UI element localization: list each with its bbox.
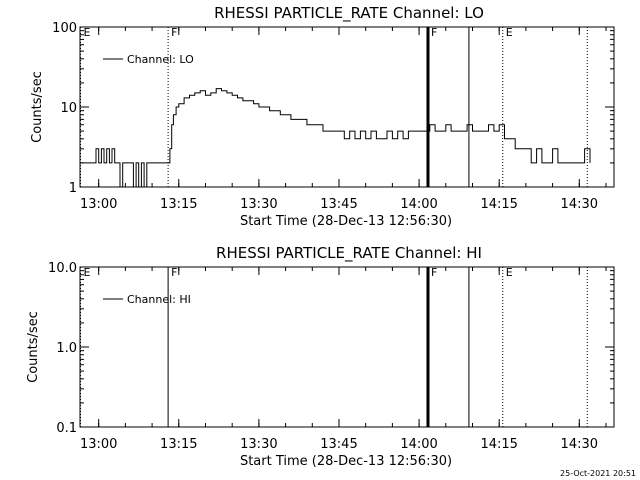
x-ticks: 13:00 13:15 13:30 13:45 14:00 14:15 14:30 <box>80 27 607 212</box>
marker-label: E <box>506 266 513 279</box>
x-tick-label: 13:15 <box>160 437 197 452</box>
x-tick-label: 14:30 <box>561 437 598 452</box>
y-tick-label: 1 <box>69 181 77 196</box>
y-tick-label: 100 <box>52 21 77 36</box>
marker-label: E <box>506 26 513 39</box>
marker-label: E <box>84 26 91 39</box>
x-tick-label: 13:45 <box>320 197 357 212</box>
lo-channel-panel: RHESSI PARTICLE_RATE Channel: LO Counts/… <box>30 4 615 229</box>
x-ticks: 13:00 13:15 13:30 13:45 14:00 14:15 14:30 <box>80 267 607 452</box>
footer-timestamp: 25-Oct-2021 20:51 <box>560 469 636 478</box>
x-axis-label: Start Time (28-Dec-13 12:56:30) <box>240 454 452 469</box>
series-line <box>80 88 591 188</box>
y-ticks: 1 10 100 <box>52 21 614 196</box>
marker-label: F <box>431 266 437 279</box>
marker-label: E <box>84 266 91 279</box>
y-ticks: 0.1 1.0 10.0 <box>48 261 614 436</box>
marker-label: F <box>171 266 177 279</box>
x-tick-label: 14:00 <box>400 437 437 452</box>
x-tick-label: 14:30 <box>561 197 598 212</box>
y-tick-label: 10.0 <box>48 261 77 276</box>
x-tick-label: 13:45 <box>320 437 357 452</box>
legend: Channel: LO <box>103 53 194 66</box>
x-tick-label: 13:00 <box>80 197 117 212</box>
plot-frame <box>79 266 615 428</box>
hi-channel-panel: RHESSI PARTICLE_RATE Channel: HI Counts/… <box>26 244 615 469</box>
x-axis-label: Start Time (28-Dec-13 12:56:30) <box>240 214 452 229</box>
x-tick-label: 13:30 <box>240 437 277 452</box>
x-tick-label: 13:30 <box>240 197 277 212</box>
x-tick-label: 13:00 <box>80 437 117 452</box>
y-tick-label: 10 <box>60 101 77 116</box>
x-tick-label: 13:15 <box>160 197 197 212</box>
legend-label: Channel: HI <box>127 293 191 306</box>
x-tick-label: 14:15 <box>480 437 517 452</box>
chart-title: RHESSI PARTICLE_RATE Channel: HI <box>216 244 482 263</box>
legend-label: Channel: LO <box>127 53 194 66</box>
y-tick-label: 0.1 <box>56 421 77 436</box>
x-tick-label: 14:00 <box>400 197 437 212</box>
y-axis-label: Counts/sec <box>26 311 41 383</box>
y-axis-label: Counts/sec <box>30 71 45 143</box>
legend: Channel: HI <box>103 293 191 306</box>
marker-label: F <box>431 26 437 39</box>
series-group <box>80 88 591 188</box>
chart-title: RHESSI PARTICLE_RATE Channel: LO <box>214 4 484 23</box>
marker-label: F <box>171 26 177 39</box>
y-tick-label: 1.0 <box>56 341 77 356</box>
x-tick-label: 14:15 <box>480 197 517 212</box>
